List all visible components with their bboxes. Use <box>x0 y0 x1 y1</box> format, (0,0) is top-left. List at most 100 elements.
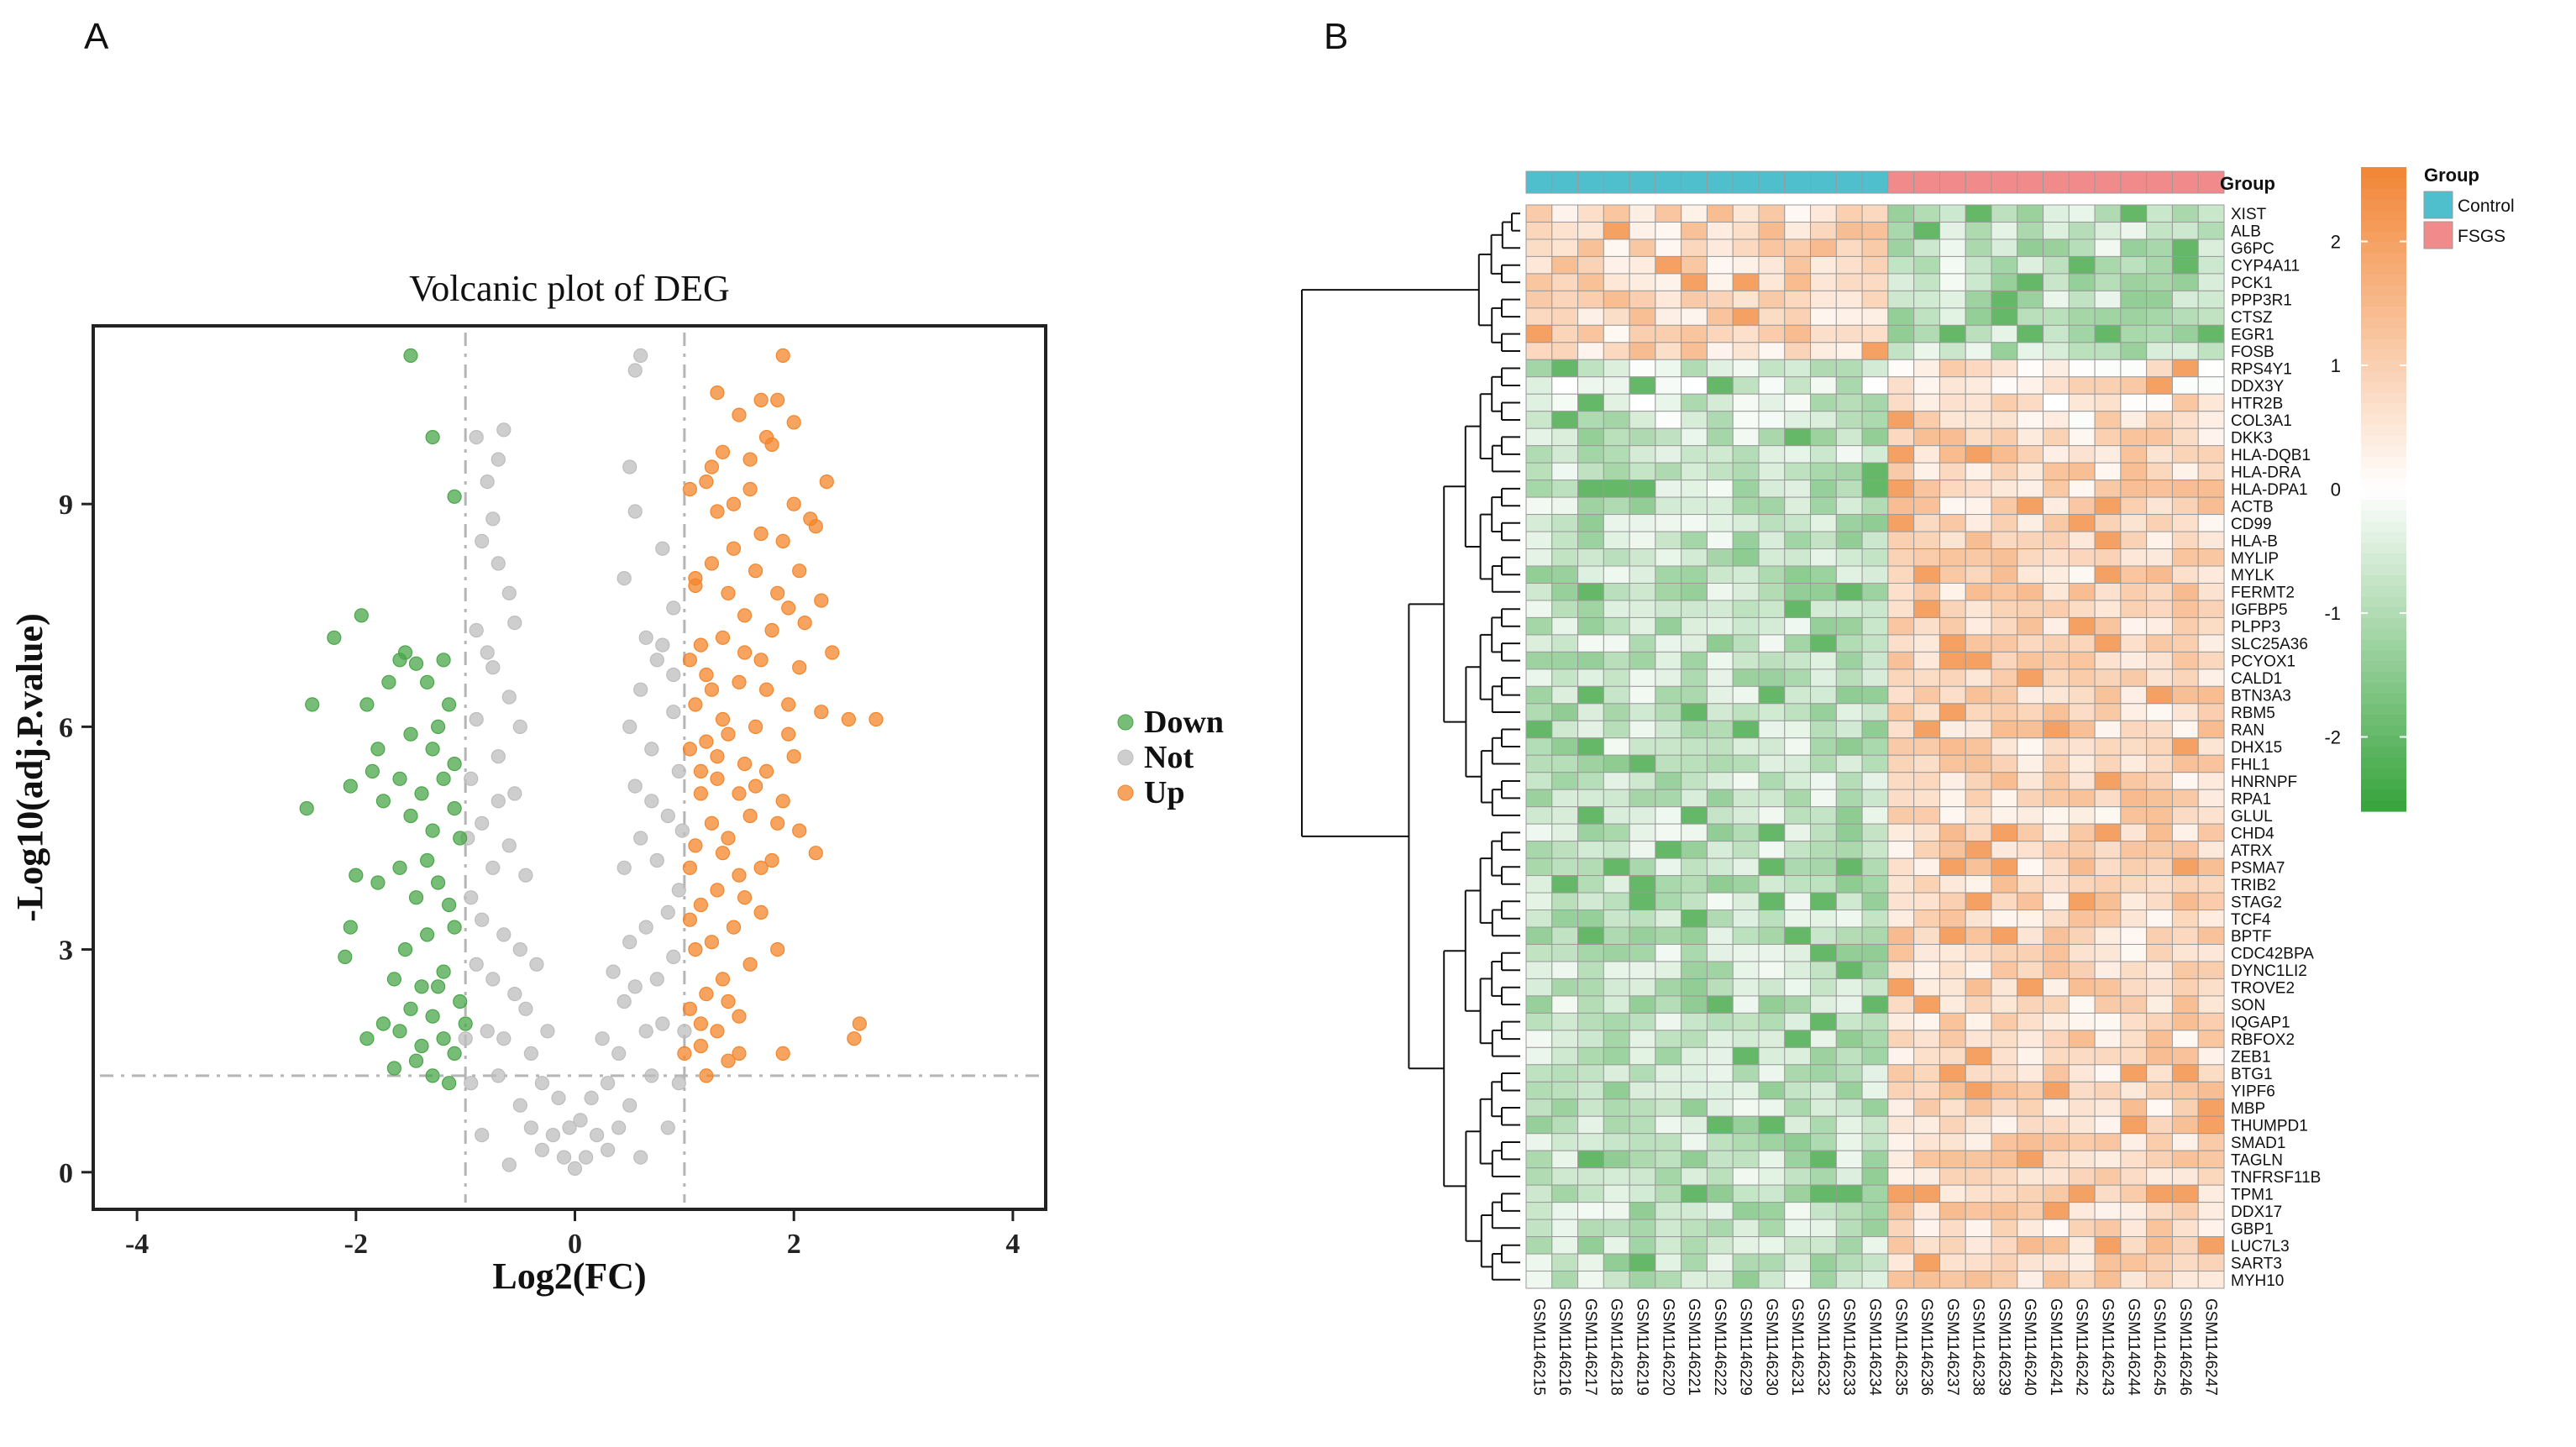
heatmap-cell <box>1706 307 1734 326</box>
sample-label: GSM1146232 <box>1814 1298 1832 1396</box>
heatmap-cell <box>1887 411 1915 429</box>
point-not <box>501 585 517 600</box>
point-down <box>359 1031 375 1046</box>
heatmap-cell <box>1784 1030 1812 1048</box>
point-not <box>666 600 681 616</box>
heatmap-cell <box>1835 703 1863 721</box>
heatmap-cell <box>1939 910 1966 928</box>
sample-label: GSM1146218 <box>1608 1298 1625 1396</box>
heatmap-cell <box>2146 290 2173 309</box>
heatmap-cell <box>2043 239 2070 257</box>
heatmap-cell <box>1991 616 2018 636</box>
heatmap-cell <box>1758 978 1786 997</box>
heatmap-cell <box>1810 600 1837 618</box>
heatmap-cell <box>1525 290 1553 309</box>
heatmap-cell <box>1629 255 1656 275</box>
heatmap-cell <box>1629 961 1656 979</box>
heatmap-cell <box>1706 1150 1734 1169</box>
heatmap-cell <box>1706 1115 1734 1135</box>
heatmap-cell <box>1939 1236 1966 1255</box>
heatmap-cell <box>1835 255 1863 275</box>
heatmap-cell <box>1913 668 1940 687</box>
heatmap-cell <box>2120 892 2148 911</box>
point-up <box>710 771 725 786</box>
annotation-cell <box>1681 170 1708 194</box>
heatmap-cell <box>1706 1219 1734 1238</box>
heatmap-cell <box>2068 221 2096 240</box>
heatmap-cell <box>1706 1184 1734 1203</box>
point-down <box>425 742 440 757</box>
heatmap-cell <box>1655 1219 1682 1238</box>
heatmap-cell <box>2171 1081 2199 1100</box>
heatmap-cell <box>2017 290 2044 309</box>
heatmap-cell <box>2146 582 2173 601</box>
legend-label-not: Not <box>1144 740 1194 775</box>
heatmap-cell <box>1861 926 1889 945</box>
heatmap-cell <box>2120 1202 2148 1220</box>
heatmap-cell <box>2146 668 2173 687</box>
heatmap-cell <box>1629 978 1656 997</box>
heatmap-cell <box>1732 978 1760 997</box>
heatmap-cell <box>1835 1236 1863 1255</box>
heatmap-cell <box>2197 514 2225 532</box>
chart-title: Volcanic plot of DEG <box>409 268 730 309</box>
point-up <box>852 1016 868 1031</box>
heatmap-cell <box>1629 514 1656 532</box>
heatmap-cell <box>1810 754 1837 773</box>
heatmap-cell <box>1577 600 1604 618</box>
heatmap-cell <box>2043 600 2070 618</box>
heatmap-cell <box>1835 1012 1863 1031</box>
heatmap-cell <box>1965 290 1992 309</box>
heatmap-cell <box>2043 875 2070 894</box>
heatmap-cell <box>1732 1202 1760 1220</box>
sample-label: GSM1146246 <box>2176 1298 2194 1396</box>
heatmap-cell <box>1706 651 1734 670</box>
heatmap-cell <box>2043 651 2070 670</box>
heatmap-cell <box>1525 480 1553 498</box>
heatmap-cell <box>1887 1236 1915 1255</box>
heatmap-cell <box>1965 754 1992 773</box>
heatmap-cell <box>2171 857 2199 877</box>
heatmap-cell <box>2146 1150 2173 1169</box>
color-scale-segment <box>2361 574 2406 587</box>
heatmap-cell <box>1629 307 1656 326</box>
heatmap-cell <box>2120 307 2148 326</box>
point-not <box>501 1157 517 1172</box>
heatmap-cell <box>1835 1202 1863 1220</box>
group-annotation-bar <box>1525 170 2225 194</box>
heatmap-cell <box>1939 239 1966 257</box>
heatmap-cell <box>2197 1030 2225 1048</box>
heatmap-cell <box>1758 514 1786 532</box>
heatmap-cell <box>1551 480 1579 498</box>
heatmap-cell <box>2120 359 2148 378</box>
heatmap-cell <box>1758 961 1786 979</box>
heatmap-cell <box>1603 307 1630 326</box>
heatmap-cell <box>1835 789 1863 808</box>
heatmap-cell <box>1603 634 1630 653</box>
heatmap-cell <box>1965 376 1992 395</box>
heatmap-cell <box>1681 892 1708 911</box>
heatmap-cell <box>1732 204 1760 223</box>
heatmap-cell <box>2017 273 2044 291</box>
heatmap-cell <box>1784 703 1812 721</box>
heatmap-cell <box>2017 427 2044 447</box>
point-up <box>770 585 785 600</box>
heatmap-cell <box>1551 427 1579 447</box>
heatmap-cell <box>2068 239 2096 257</box>
heatmap-cell <box>1551 359 1579 378</box>
heatmap-cell <box>1732 1150 1760 1169</box>
heatmap-cell <box>1758 720 1786 739</box>
heatmap-cell <box>1603 703 1630 721</box>
heatmap-cell <box>1887 480 1915 498</box>
heatmap-cell <box>1732 737 1760 756</box>
point-not <box>671 883 686 898</box>
heatmap-cell <box>1810 1133 1837 1151</box>
group-legend-swatch <box>2423 221 2453 249</box>
heatmap-cell <box>1525 1012 1553 1031</box>
heatmap-cell <box>1525 875 1553 894</box>
heatmap-cell <box>1758 342 1786 360</box>
heatmap-cell <box>1758 1030 1786 1048</box>
heatmap-cell <box>2120 376 2148 395</box>
x-tick-label: 0 <box>568 1229 582 1260</box>
heatmap-cell <box>1939 961 1966 979</box>
